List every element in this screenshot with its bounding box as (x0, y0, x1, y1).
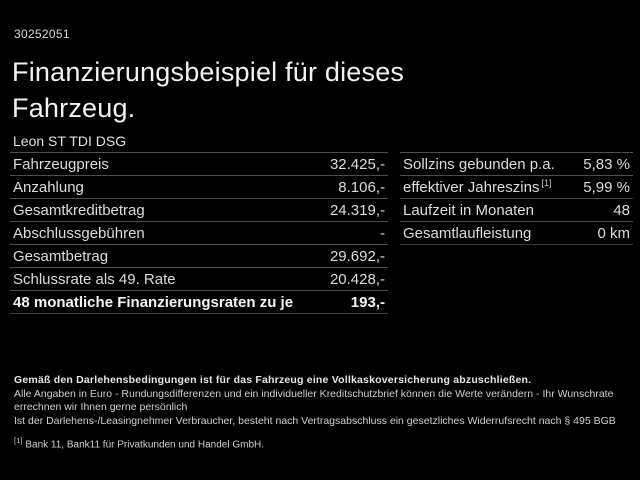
row-label: Gesamtlaufleistung (403, 224, 532, 242)
table-row-monthly-rate: 48 monatliche Finanzierungsraten zu je 1… (10, 290, 388, 314)
row-value: - (380, 224, 385, 242)
table-row: Sollzins gebunden p.a. 5,83 % (400, 152, 633, 175)
row-value: 5,99 % (583, 178, 630, 196)
table-row: Anzahlung 8.106,- (10, 175, 388, 198)
row-label: Abschlussgebühren (13, 224, 145, 242)
vehicle-offer-id: 30252051 (14, 27, 70, 41)
row-label: Anzahlung (13, 178, 84, 196)
row-label-text: effektiver Jahreszins (403, 179, 540, 196)
row-value: 29.692,- (329, 247, 385, 265)
vehicle-model-label: Leon ST TDI DSG (13, 133, 127, 149)
row-label: effektiver Jahreszins [1] (403, 178, 551, 196)
page-title-line1: Finanzierungsbeispiel für dieses (12, 57, 405, 87)
row-value: 48 (613, 201, 630, 219)
table-row: Fahrzeugpreis 32.425,- (10, 152, 388, 175)
footnote-ref: [1] (541, 178, 552, 188)
row-value: 32.425,- (329, 155, 385, 173)
row-label: Gesamtbetrag (13, 247, 109, 265)
row-value: 193,- (350, 293, 385, 311)
table-row: effektiver Jahreszins [1] 5,99 % (400, 175, 633, 198)
table-row: Abschlussgebühren - (10, 221, 388, 244)
row-value: 0 km (597, 224, 630, 242)
footnote: [1] Bank 11, Bank11 für Privatkunden und … (14, 434, 626, 452)
legal-footer: Gemäß den Darlehensbedingungen ist für d… (14, 374, 626, 452)
insurance-note: Gemäß den Darlehensbedingungen ist für d… (14, 374, 532, 386)
footnote-text: Bank 11, Bank11 für Privatkunden und Han… (25, 439, 265, 451)
row-label: Schlussrate als 49. Rate (13, 270, 176, 288)
row-label: Gesamtkreditbetrag (13, 201, 145, 219)
table-row: Gesamtbetrag 29.692,- (10, 244, 388, 267)
financing-table: Fahrzeugpreis 32.425,- Anzahlung 8.106,-… (10, 152, 388, 314)
row-value: 24.319,- (329, 201, 385, 219)
table-row: Gesamtlaufleistung 0 km (400, 221, 633, 245)
row-value: 8.106,- (338, 178, 385, 196)
row-value: 20.428,- (329, 270, 385, 288)
row-value: 5,83 % (583, 155, 630, 173)
row-label: Fahrzeugpreis (13, 155, 109, 173)
footnote-marker: [1] (14, 436, 23, 445)
conditions-table: Sollzins gebunden p.a. 5,83 % effektiver… (400, 152, 633, 245)
row-label: Laufzeit in Monaten (403, 201, 534, 219)
row-label: Sollzins gebunden p.a. (403, 155, 555, 173)
table-row: Schlussrate als 49. Rate 20.428,- (10, 267, 388, 290)
disclaimer-line: Ist der Darlehens-/Leasingnehmer Verbrau… (14, 414, 616, 427)
page-title: Finanzierungsbeispiel für dieses Fahrzeug… (12, 54, 404, 126)
row-label: 48 monatliche Finanzierungsraten zu je (13, 293, 294, 311)
table-row: Laufzeit in Monaten 48 (400, 198, 633, 221)
table-row: Gesamtkreditbetrag 24.319,- (10, 198, 388, 221)
disclaimer-line: Alle Angaben in Euro - Rundungsdifferenz… (14, 387, 614, 414)
page-title-line2: Fahrzeug. (12, 93, 136, 123)
